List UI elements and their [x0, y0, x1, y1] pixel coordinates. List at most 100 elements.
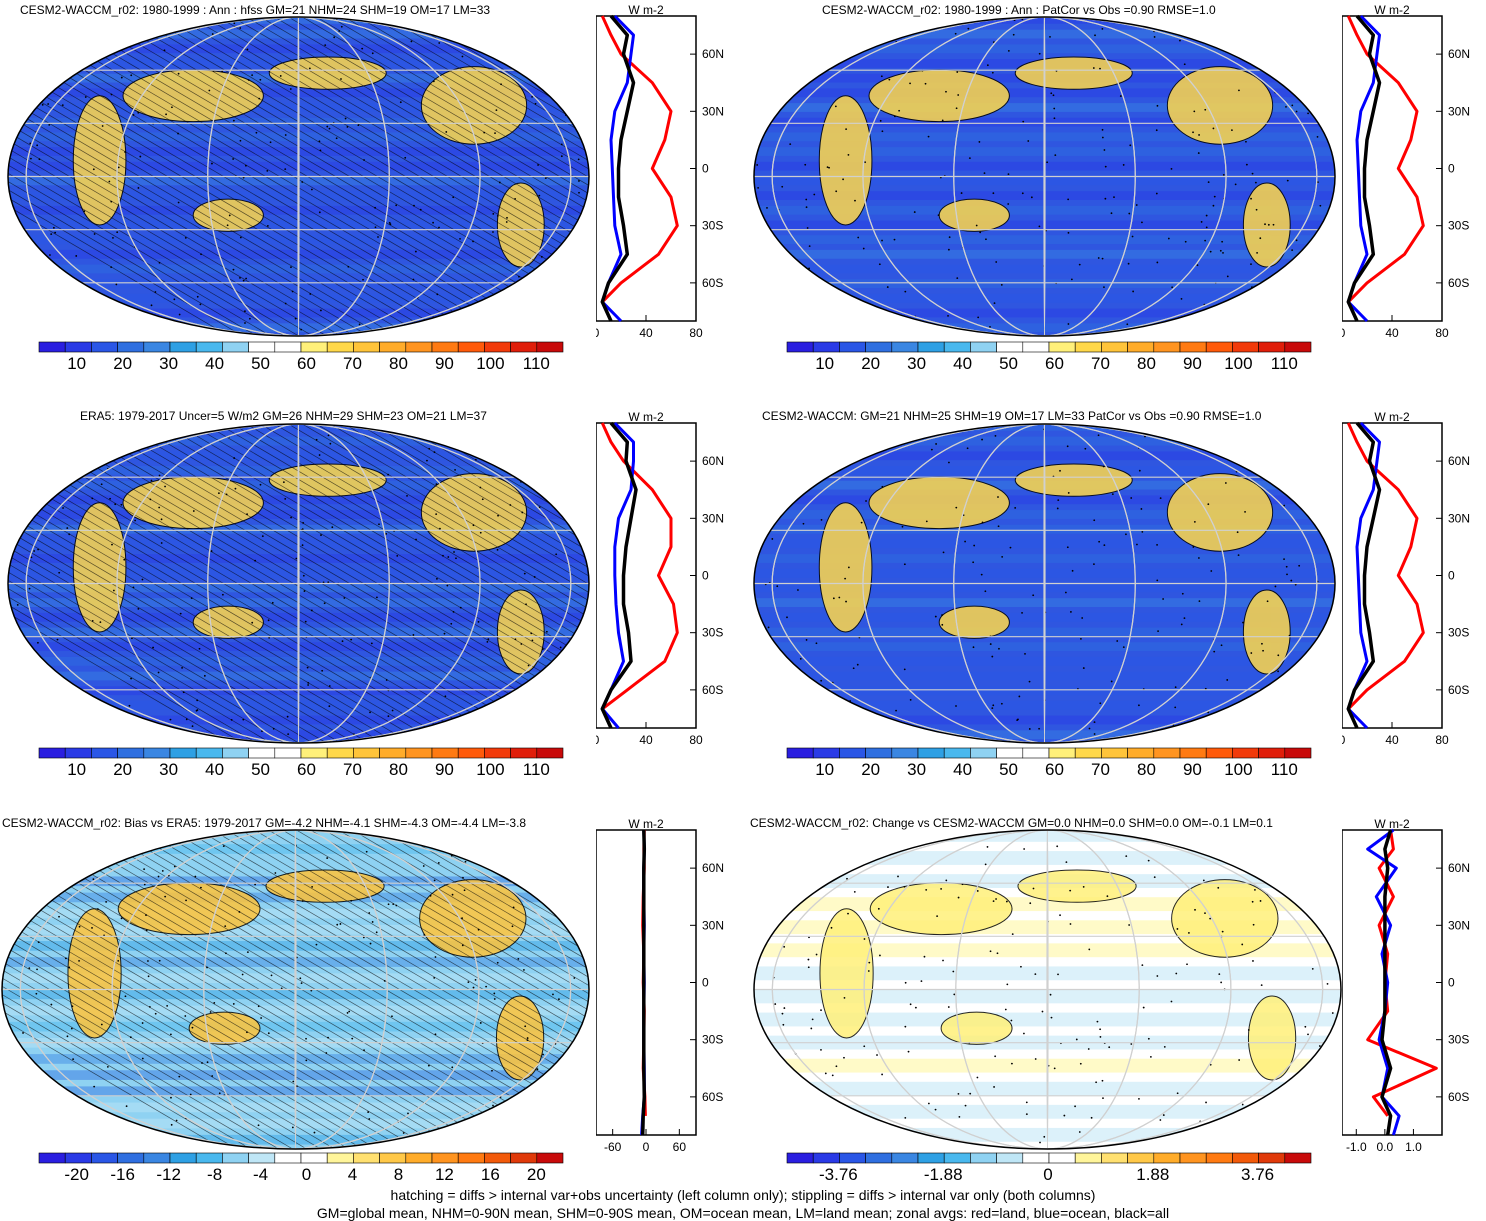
stipple-dot [838, 596, 841, 599]
stipple-dot [937, 214, 940, 216]
zonal-plot-bottom-left: W m-2 60N 30N 0 30S 60S -60 0 60 [596, 818, 724, 1153]
stipple-dot [1252, 960, 1254, 962]
stipple-dot [887, 886, 889, 888]
stipple-dot [109, 497, 111, 500]
map-bottom-right [753, 829, 1342, 1150]
zonal-ytick-label: 30S [702, 219, 723, 233]
stipple-dot [131, 637, 133, 640]
stipple-dot [1101, 257, 1104, 260]
panel-title-top-right: CESM2-WACCM_r02: 1980-1999 : Ann : PatCo… [822, 3, 1216, 17]
stipple-dot [66, 1035, 69, 1038]
stipple-dot [1251, 172, 1254, 175]
colorbar-label: 50 [999, 760, 1019, 779]
stipple-dot [1218, 973, 1221, 976]
colorbar-swatch [274, 341, 302, 353]
stipple-dot [24, 1075, 26, 1078]
stipple-dot [101, 125, 104, 127]
stipple-dot [575, 47, 577, 50]
colorbar-swatch [405, 747, 433, 759]
zonal-ytick-label: 60S [1448, 276, 1469, 290]
colorbar-label: -16 [110, 1165, 135, 1184]
colorbar-label: 60 [297, 354, 316, 373]
graticule-lon [1043, 424, 1046, 743]
stipple-dot [300, 982, 303, 985]
stipple-dot [1322, 696, 1324, 699]
stipple-dot [1128, 425, 1131, 428]
stipple-dot [925, 520, 928, 523]
stipple-dot [120, 428, 123, 431]
stipple-dot [997, 496, 999, 498]
stipple-dot [1038, 52, 1041, 55]
stipple-dot [924, 82, 927, 85]
stipple-dot [199, 303, 202, 306]
stipple-dot [1125, 533, 1127, 536]
stipple-dot [395, 204, 398, 207]
colorbar-swatch [970, 747, 997, 759]
stipple-dot [1311, 967, 1314, 970]
colorbar-label: 110 [1270, 354, 1298, 373]
stipple-dot [1110, 680, 1113, 683]
stipple-dot [26, 43, 29, 46]
stipple-dot [883, 444, 885, 447]
stipple-dot [854, 199, 856, 202]
stipple-dot [1180, 623, 1183, 626]
stipple-dot [37, 1120, 39, 1122]
stipple-dot [1109, 424, 1111, 427]
map-top-left [7, 16, 590, 337]
stipple-dot [189, 1093, 192, 1096]
stipple-dot [1140, 508, 1143, 510]
zonal-line-all [640, 829, 647, 1136]
stipple-dot [1034, 973, 1037, 976]
stipple-dot [1309, 886, 1312, 889]
stipple-dot [28, 111, 30, 114]
stipple-dot [284, 134, 287, 136]
stipple-dot [1336, 593, 1337, 595]
stipple-dot [203, 674, 206, 677]
colorbar-label: 20 [526, 1165, 546, 1184]
land-region [420, 473, 528, 552]
stipple-dot [198, 647, 201, 650]
graticule-lon [1043, 17, 1046, 336]
stipple-dot [934, 1108, 937, 1111]
stipple-dot [1336, 905, 1338, 908]
stipple-dot [903, 885, 906, 888]
stipple-dot [559, 878, 561, 881]
stipple-dot [328, 705, 331, 708]
stipple-dot [179, 612, 182, 615]
stipple-dot [1183, 63, 1186, 66]
stipple-dot [511, 925, 514, 928]
colorbar-swatch [1022, 747, 1050, 759]
stipple-dot [1057, 973, 1059, 976]
stipple-dot [35, 1068, 38, 1070]
stipple-dot [178, 1075, 181, 1078]
stipple-dot [171, 106, 173, 109]
stipple-dot [1331, 1012, 1334, 1014]
stipple-dot [450, 622, 453, 625]
stipple-dot [1142, 1006, 1145, 1009]
colorbar-label: 100 [1224, 760, 1253, 779]
map-middle-right [753, 423, 1337, 744]
stipple-dot [1290, 579, 1293, 582]
stipple-dot [797, 589, 799, 591]
stipple-dot [769, 424, 771, 426]
stipple-dot [757, 924, 760, 926]
stipple-dot [492, 231, 494, 233]
stipple-dot [771, 538, 774, 540]
stipple-dot [377, 236, 379, 238]
colorbar-swatch [1101, 1152, 1128, 1164]
stipple-dot [269, 141, 272, 144]
stipple-dot [527, 664, 530, 667]
colorbar-label: 60 [297, 760, 316, 779]
stipple-dot [75, 255, 78, 257]
stipple-dot [1193, 110, 1196, 113]
stipple-dot [54, 231, 57, 234]
stipple-dot [493, 998, 496, 1000]
stipple-dot [543, 1093, 546, 1096]
hatch-line [326, 17, 589, 336]
colorbar-swatch [1022, 341, 1050, 353]
colorbar-swatch [1074, 1152, 1102, 1164]
stipple-dot [208, 89, 211, 92]
stipple-dot [376, 596, 378, 599]
stipple-dot [259, 78, 262, 81]
stipple-dot [357, 124, 360, 127]
